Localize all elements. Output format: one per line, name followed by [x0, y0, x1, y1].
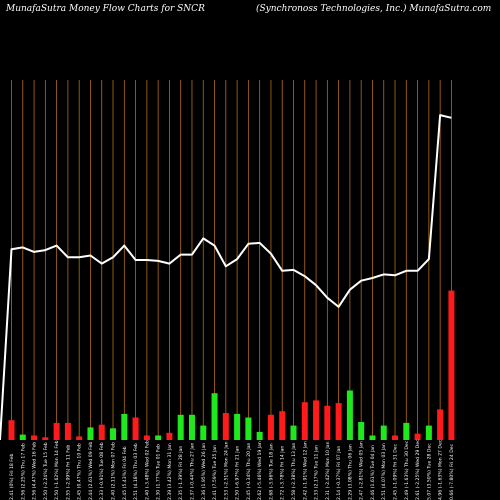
x-tick-label: 2.56 (2.25%) Thu 17 Feb [20, 443, 26, 500]
money-flow-bar [188, 414, 195, 440]
money-flow-bar [31, 435, 38, 440]
money-flow-bar [335, 403, 342, 440]
money-flow-bar [211, 393, 218, 440]
money-flow-bar [166, 432, 173, 440]
x-tick-label: 2.33 (2.17%) Tue 11 Jan [314, 445, 320, 500]
x-tick-label: 2.45 (-1.09%) Fri 31 Dec [393, 443, 399, 500]
chart-title-right: (Synchronoss Technologies, Inc.) MunafaS… [256, 3, 491, 14]
money-flow-bar [64, 422, 71, 440]
x-tick-label: 2.62 (-5.46%) Wed 19 Jan [257, 441, 263, 500]
x-tick-label: 2.55 (-2.99%) Fri 11 Feb [65, 445, 71, 500]
x-tick-label: 2.41 (7.59%) Tue 25 Jan [212, 445, 218, 500]
money-flow-bar [42, 437, 49, 440]
money-flow-bar [380, 425, 387, 440]
money-flow-bar [234, 413, 241, 440]
money-flow-bar [448, 290, 455, 440]
money-flow-bar [256, 431, 263, 440]
chart-title-left: MunafaSutra Money Flow Charts for SNCR [5, 4, 205, 14]
money-flow-bars [8, 290, 455, 440]
x-tick-label: 2.68 (-3.96%) Tue 18 Jan [268, 443, 274, 500]
x-tick-label: 2.46 (1.61%) Tue 04 Jan [370, 445, 376, 500]
money-flow-bar [132, 417, 139, 440]
x-tick-label: 2.39 (3.42%) Mon 31 Jan [167, 443, 173, 500]
money-flow-bar [414, 433, 421, 440]
x-tick-label: 2.72 (-3.78%) Fri 14 Jan [280, 446, 286, 500]
money-flow-bar [155, 435, 162, 440]
x-tick-label: 2.53 (-2.51%) Mon 24 Jan [223, 441, 229, 500]
x-tick-label: 2.61 (-2.25%) Wed 29 Dec [415, 439, 421, 500]
money-flow-bar [279, 411, 286, 440]
money-flow-bar [19, 434, 26, 440]
x-tick-label: 2.51 (4.07%) Mon 03 Jan [381, 443, 387, 500]
money-flow-bar [369, 435, 376, 440]
x-tick-label: 2.50 (-1.62%) Mon 14 Feb [54, 440, 60, 500]
x-tick-label: 2.40 (2.11%) Mon 07 Feb [111, 442, 117, 500]
money-flow-bar [245, 417, 252, 440]
money-flow-bar [8, 420, 15, 440]
money-flow-bar [324, 405, 331, 440]
money-flow-bar [121, 413, 128, 440]
x-tick-label: 2.33 (-0.91%) Tue 08 Feb [99, 442, 105, 500]
price-line [0, 114, 452, 441]
x-tick-label: 2.47 (-2.81%) Wed 05 Jan [359, 441, 365, 500]
x-tick-label: 2.51 (4.18%) Thu 03 Feb [133, 443, 139, 500]
x-tick-label: 0.66 (-7.80%) Fri 24 Dec [449, 443, 455, 500]
x-tick-label: 2.35 (-1.39%) Fri 28 Jan [178, 446, 184, 500]
x-tick-label: 5.07 (3.50%) Tue 28 Dec [426, 443, 432, 500]
x-axis-tick-labels: 2.41 (0%) Fri 18 Feb 2.56 (2.25%) Thu 17 … [9, 439, 455, 500]
x-tick-label: 2.42 (-1.91%) Wed 12 Jan [302, 441, 308, 500]
money-flow-bar [290, 425, 297, 440]
price-line-layer [0, 114, 452, 441]
money-flow-bar [76, 436, 83, 440]
money-flow-bar [313, 400, 320, 440]
x-tick-label: 2.45 (-0.34%) Thu 20 Jan [246, 442, 252, 500]
money-flow-bar [425, 425, 432, 440]
money-flow-bar [98, 424, 105, 440]
x-tick-label: 2.14 (-0.37%) Fri 07 Jan [336, 446, 342, 500]
x-tick-label: 2.58 (-2.38%) Thu 13 Jan [291, 442, 297, 500]
x-tick-label: 2.36 (1.95%) Wed 26 Jan [201, 443, 207, 500]
x-tick-label: 2.56 (4.47%) Wed 16 Feb [32, 442, 38, 500]
x-tick-label: 2.45 (0.47%) Thu 10 Feb [77, 443, 83, 500]
money-flow-bar [222, 413, 229, 440]
money-flow-bar [301, 402, 308, 440]
x-tick-label: 4.96 (-1.63%) Mon 27 Dec [438, 439, 444, 500]
x-tick-label: 2.50 (-2.24%) Tue 15 Feb [43, 442, 49, 500]
money-flow-bar [346, 390, 353, 440]
money-flow-bar [392, 435, 399, 440]
x-tick-label: 2.31 (-2.42%) Mon 10 Jan [325, 441, 331, 500]
x-tick-label: 2.40 (-3.48%) Wed 02 Feb [144, 440, 150, 500]
x-tick-label: 2.45 (5.43%) Fri 04 Feb [122, 446, 128, 500]
money-flow-bar [403, 422, 410, 440]
money-flow-bar [87, 427, 94, 440]
money-flow-bar [437, 409, 444, 440]
x-tick-label: 2.37 (-0.44%) Thu 27 Jan [189, 442, 195, 500]
money-flow-bar [110, 428, 117, 440]
money-flow-bar [200, 425, 207, 440]
money-flow-bar [358, 422, 365, 440]
x-tick-label: 2.41 (0%) Fri 18 Feb [9, 454, 15, 500]
x-tick-label: 2.49 (-1.63%) Thu 30 Dec [404, 440, 410, 500]
money-flow-bar [143, 435, 150, 440]
grid-lines [11, 80, 452, 440]
x-tick-label: 2.50 (-6.97%) Fri 21 Jan [235, 446, 241, 500]
money-flow-bar [177, 414, 184, 440]
x-tick-label: 2.30 (1.77%) Tue 01 Feb [156, 444, 162, 500]
money-flow-bar [267, 414, 274, 440]
x-tick-label: 2.29 (3.08%) Thu 06 Jan [347, 444, 353, 500]
money-flow-bar [53, 422, 60, 440]
x-tick-label: 2.44 (2.61%) Wed 09 Feb [88, 442, 94, 500]
